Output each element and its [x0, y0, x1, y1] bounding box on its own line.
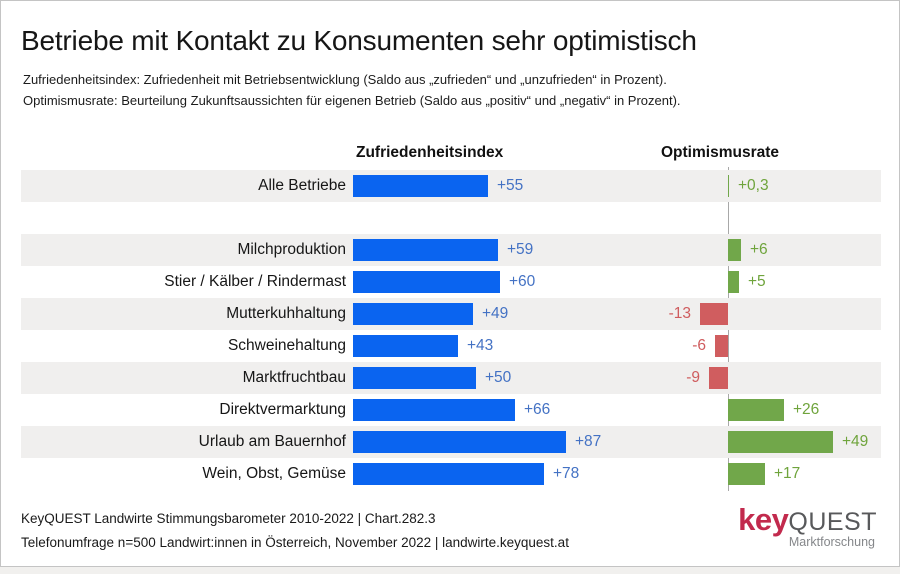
page-title: Betriebe mit Kontakt zu Konsumenten sehr…: [21, 25, 697, 56]
optimismusrate-bar: [728, 463, 765, 485]
zufriedenheitsindex-bar: [353, 175, 488, 197]
chart-row: Alle Betriebe +55 +0,3: [21, 170, 881, 202]
category-label: Wein, Obst, Gemüse: [202, 465, 346, 482]
zufriedenheitsindex-bar: [353, 303, 473, 325]
optimismusrate-value: +0,3: [738, 177, 769, 194]
zufriedenheitsindex-value: +78: [553, 465, 580, 482]
optimismusrate-value: -13: [668, 305, 691, 322]
optimismusrate-bar: [700, 303, 728, 325]
category-label: Marktfruchtbau: [242, 369, 346, 386]
optimismusrate-value: +49: [842, 433, 869, 450]
zufriedenheitsindex-value: +43: [467, 337, 494, 354]
category-label: Alle Betriebe: [258, 177, 346, 194]
zufriedenheitsindex-value: +66: [524, 401, 551, 418]
subtitle-zufriedenheitsindex: Zufriedenheitsindex: Zufriedenheit mit B…: [23, 72, 667, 87]
optimismusrate-bar: [728, 431, 833, 453]
optimismusrate-bar: [709, 367, 728, 389]
optimismusrate-bar: [715, 335, 728, 357]
optimismusrate-value: +26: [793, 401, 820, 418]
zufriedenheitsindex-value: +49: [482, 305, 509, 322]
zufriedenheitsindex-bar: [353, 239, 498, 261]
chart-row: Mutterkuhhaltung +49 -13: [21, 298, 881, 330]
zufriedenheitsindex-bar: [353, 463, 544, 485]
zufriedenheitsindex-value: +50: [485, 369, 512, 386]
category-label: Mutterkuhhaltung: [226, 305, 346, 322]
chart-row: Milchproduktion +59 +6: [21, 234, 881, 266]
category-label: Direktvermarktung: [219, 401, 346, 418]
optimismusrate-value: +6: [750, 241, 768, 258]
chart-row: Wein, Obst, Gemüse +78 +17: [21, 458, 881, 490]
category-label: Stier / Kälber / Rindermast: [164, 273, 346, 290]
optimismusrate-value: +5: [748, 273, 766, 290]
footer-source-line: KeyQUEST Landwirte Stimmungsbarometer 20…: [21, 511, 436, 526]
chart-row: Direktvermarktung +66 +26: [21, 394, 881, 426]
category-label: Schweinehaltung: [227, 337, 346, 354]
category-label: Urlaub am Bauernhof: [198, 433, 346, 450]
optimismusrate-bar: [728, 175, 729, 197]
keyquest-logo-wordmark: key QUEST: [738, 502, 877, 538]
zufriedenheitsindex-value: +87: [575, 433, 602, 450]
category-label: Milchproduktion: [237, 241, 346, 258]
optimismusrate-bar: [728, 271, 739, 293]
logo-tagline: Marktforschung: [788, 535, 875, 549]
chart-row: Urlaub am Bauernhof +87 +49: [21, 426, 881, 458]
zufriedenheitsindex-value: +59: [507, 241, 534, 258]
optimismusrate-value: -9: [686, 369, 700, 386]
logo-quest-text: QUEST: [788, 508, 877, 536]
zufriedenheitsindex-bar: [353, 399, 515, 421]
footer-method-line: Telefonumfrage n=500 Landwirt:innen in Ö…: [21, 535, 569, 550]
keyquest-logo: key QUEST Marktforschung: [738, 502, 877, 549]
zufriedenheitsindex-bar: [353, 367, 476, 389]
optimismusrate-bar: [728, 239, 741, 261]
chart-row: Marktfruchtbau +50 -9: [21, 362, 881, 394]
column-header-optimismusrate: Optimismusrate: [661, 144, 780, 161]
optimismusrate-value: +17: [774, 465, 801, 482]
logo-key-text: key: [738, 502, 789, 537]
zufriedenheitsindex-bar: [353, 431, 566, 453]
optimismusrate-bar: [728, 399, 784, 421]
subtitle-optimismusrate: Optimismusrate: Beurteilung Zukunftsauss…: [23, 93, 681, 108]
chart-row: Stier / Kälber / Rindermast +60 +5: [21, 266, 881, 298]
zufriedenheitsindex-value: +60: [509, 273, 536, 290]
chart-row: Schweinehaltung +43 -6: [21, 330, 881, 362]
column-header-zufriedenheitsindex: Zufriedenheitsindex: [356, 144, 504, 161]
chart-rows: Alle Betriebe +55 +0,3 Milchproduktion +…: [21, 167, 881, 491]
bottom-edge-strip: [0, 567, 900, 574]
zufriedenheitsindex-value: +55: [497, 177, 524, 194]
chart-row-spacer: [21, 202, 881, 234]
optimismusrate-value: -6: [692, 337, 706, 354]
zufriedenheitsindex-bar: [353, 335, 458, 357]
zufriedenheitsindex-bar: [353, 271, 500, 293]
